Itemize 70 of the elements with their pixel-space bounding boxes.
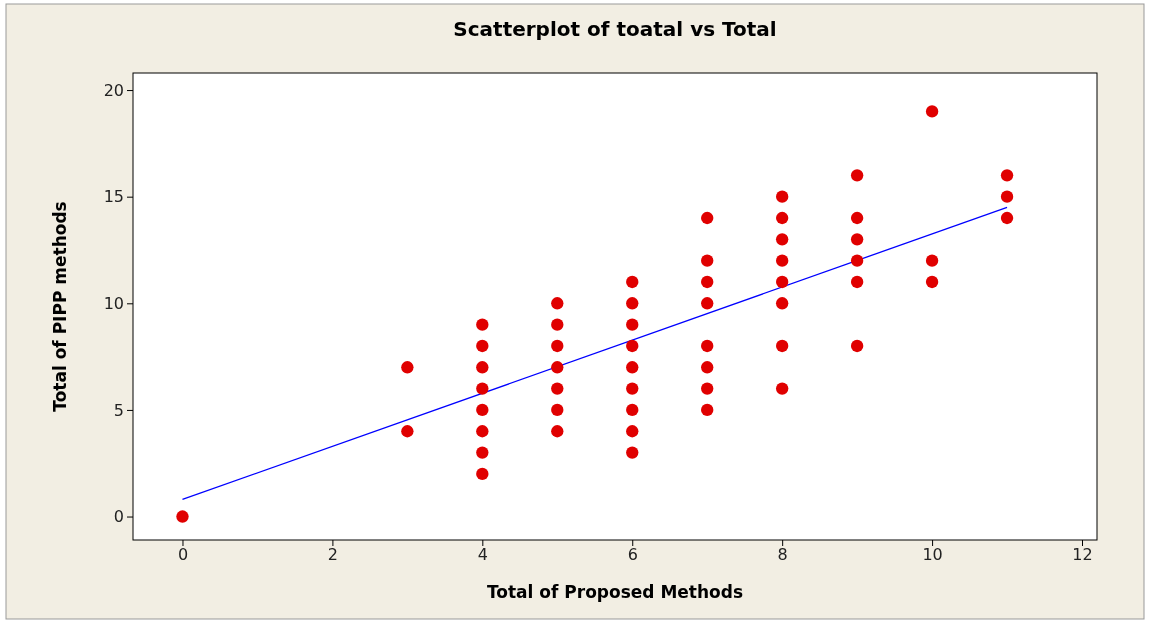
point xyxy=(401,425,414,438)
x-tick-label: 8 xyxy=(777,545,788,565)
x-tick-label: 12 xyxy=(1072,545,1093,565)
y-tick-label: 5 xyxy=(113,400,124,420)
point xyxy=(925,105,939,118)
chart-title: Scatterplot of toatal vs Total xyxy=(453,17,777,41)
x-tick-label: 0 xyxy=(177,545,189,565)
point xyxy=(701,339,714,353)
point xyxy=(701,275,714,289)
point xyxy=(626,297,639,310)
point xyxy=(701,382,714,395)
point xyxy=(476,339,489,353)
point xyxy=(850,233,864,246)
x-tick-label: 10 xyxy=(922,545,943,565)
point xyxy=(551,297,564,310)
x-tick-label: 6 xyxy=(627,545,638,565)
point xyxy=(925,254,939,267)
x-tick-label: 2 xyxy=(327,545,338,565)
y-tick-label: 20 xyxy=(103,80,124,100)
point xyxy=(701,297,714,310)
point xyxy=(626,318,639,331)
point xyxy=(701,211,714,225)
y-tick-label: 0 xyxy=(113,507,124,527)
point xyxy=(551,403,564,417)
point xyxy=(850,275,864,289)
point xyxy=(1000,211,1014,225)
point xyxy=(626,382,639,395)
y-tick-label: 10 xyxy=(103,293,124,313)
point xyxy=(401,361,414,374)
point xyxy=(476,446,489,459)
point xyxy=(551,339,564,353)
point xyxy=(626,425,639,438)
point xyxy=(626,339,639,353)
point xyxy=(775,233,789,246)
point xyxy=(701,361,714,374)
point xyxy=(551,361,564,374)
point xyxy=(551,425,564,438)
point xyxy=(775,275,789,289)
point xyxy=(850,339,864,353)
point xyxy=(551,382,564,395)
point xyxy=(551,318,564,331)
point xyxy=(775,382,789,395)
x-tick-label: 4 xyxy=(477,545,488,565)
point xyxy=(476,425,489,438)
x-axis-title: Total of Proposed Methods xyxy=(486,582,744,602)
point xyxy=(476,361,489,374)
point xyxy=(476,403,489,417)
y-axis-title: Total of PIPP methods xyxy=(50,201,70,412)
point xyxy=(476,318,489,331)
point xyxy=(775,211,789,225)
point xyxy=(176,510,189,523)
point xyxy=(701,403,714,417)
point xyxy=(850,254,864,267)
point xyxy=(626,361,639,374)
point xyxy=(775,297,789,310)
point xyxy=(1000,169,1014,182)
point xyxy=(850,169,864,182)
point xyxy=(850,211,864,225)
y-tick-label: 15 xyxy=(103,187,124,207)
point xyxy=(476,467,489,481)
point xyxy=(1000,190,1014,203)
point xyxy=(775,254,789,267)
point xyxy=(626,403,639,417)
point xyxy=(626,275,639,289)
point xyxy=(775,339,789,353)
point xyxy=(775,190,789,203)
point xyxy=(476,382,489,395)
point xyxy=(626,446,639,459)
point xyxy=(701,254,714,267)
point xyxy=(925,275,939,289)
